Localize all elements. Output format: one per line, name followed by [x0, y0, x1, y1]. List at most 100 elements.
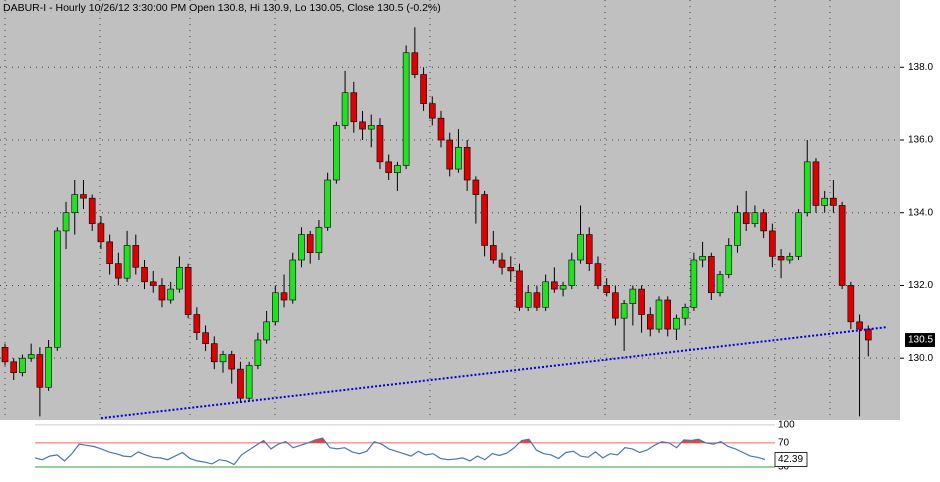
- candle-body: [141, 266, 148, 283]
- candle-body: [263, 321, 270, 341]
- candle-body: [132, 245, 140, 268]
- y-tick-label: 138.0: [908, 62, 933, 73]
- plot-background: [0, 0, 900, 420]
- candle-body: [629, 288, 637, 304]
- candle-body: [847, 285, 855, 323]
- candle-body: [385, 161, 392, 174]
- candle-body: [446, 139, 454, 170]
- candle-body: [524, 292, 532, 308]
- candle-body: [603, 285, 610, 294]
- candle-body: [803, 161, 811, 214]
- candle-body: [245, 365, 253, 399]
- y-tick-label: 136.0: [908, 135, 933, 146]
- candle-body: [481, 194, 488, 246]
- y-tick-label: 130.0: [908, 353, 933, 364]
- candle-body: [551, 281, 558, 290]
- candle-body: [751, 212, 759, 224]
- candle-body: [10, 361, 18, 374]
- y-tick-label: 134.0: [908, 207, 933, 218]
- candle-body: [88, 197, 96, 224]
- candle-body: [80, 194, 87, 199]
- y-tick-label: 100: [778, 419, 795, 430]
- candle-body: [420, 74, 427, 104]
- candle-body: [620, 303, 628, 319]
- candle-body: [455, 146, 462, 170]
- candle-body: [402, 52, 410, 166]
- candle-body: [786, 256, 794, 261]
- candle-body: [655, 299, 663, 330]
- candle-body: [106, 241, 113, 264]
- candle-body: [742, 212, 750, 224]
- candle-body: [769, 230, 776, 257]
- candle-body: [612, 292, 619, 319]
- y-tick-label: 132.0: [908, 280, 933, 291]
- candle-body: [664, 299, 672, 330]
- candle-body: [812, 161, 820, 206]
- candle-body: [36, 354, 44, 388]
- candle-body: [193, 314, 201, 334]
- candle-body: [376, 125, 384, 163]
- indicator-line: [34, 437, 766, 466]
- indicator-panel: 30 70 100 42.39: [34, 419, 808, 473]
- candle-body: [838, 205, 846, 286]
- candle-body: [577, 234, 584, 261]
- candle-body: [821, 197, 828, 206]
- candle-body: [428, 103, 436, 119]
- candle-body: [158, 285, 166, 301]
- candle-body: [716, 274, 724, 294]
- candle-body: [315, 226, 323, 254]
- last-value-label: 42.39: [778, 454, 803, 465]
- candle-body: [394, 165, 401, 174]
- last-price-label: 130.5: [908, 335, 933, 346]
- candle-body: [97, 223, 105, 243]
- candle-body: [864, 328, 872, 341]
- candle-body: [472, 179, 480, 195]
- candle-body: [306, 234, 314, 254]
- candle-body: [734, 212, 741, 246]
- candle-body: [350, 92, 358, 123]
- chart-title: DABUR-I - Hourly 10/26/12 3:30:00 PM Ope…: [3, 2, 441, 14]
- candle-body: [289, 259, 297, 301]
- candle-body: [341, 92, 349, 126]
- candle-body: [690, 259, 698, 308]
- candle-body: [490, 245, 497, 261]
- candle-body: [411, 52, 419, 75]
- candle-body: [324, 179, 331, 228]
- candle-body: [568, 259, 576, 286]
- candle-body: [254, 339, 262, 366]
- candle-body: [708, 256, 715, 294]
- candle-body: [638, 288, 645, 315]
- candle-body: [27, 354, 35, 359]
- candle-body: [533, 292, 541, 308]
- candle-body: [646, 314, 654, 330]
- candle-body: [699, 256, 706, 261]
- candle-body: [184, 266, 192, 315]
- candle-body: [760, 212, 767, 232]
- candle-body: [359, 121, 366, 130]
- candle-body: [830, 197, 837, 206]
- candle-body: [54, 230, 61, 348]
- candle-body: [498, 259, 506, 268]
- candle-body: [45, 346, 52, 388]
- candle-body: [167, 288, 174, 301]
- candle-body: [280, 292, 288, 301]
- candle-body: [542, 281, 549, 308]
- candle-body: [507, 266, 515, 272]
- candle-body: [516, 270, 523, 308]
- candle-body: [272, 292, 279, 323]
- candle-body: [62, 212, 70, 232]
- last-value-box: [774, 452, 808, 467]
- candle-body: [437, 117, 445, 141]
- candle-body: [681, 306, 689, 319]
- candle-body: [673, 317, 680, 330]
- candle-body: [298, 234, 305, 261]
- candle-body: [237, 368, 244, 399]
- candle-body: [367, 125, 375, 130]
- y-tick-label: 30: [778, 462, 790, 473]
- y-tick-label: 70: [778, 438, 790, 449]
- candle-body: [71, 194, 79, 214]
- candle-body: [777, 256, 785, 261]
- axis: 130.0 132.0 134.0 136.0 138.0 130.5: [900, 62, 935, 364]
- candle-body: [219, 354, 227, 363]
- candle-body: [228, 354, 236, 370]
